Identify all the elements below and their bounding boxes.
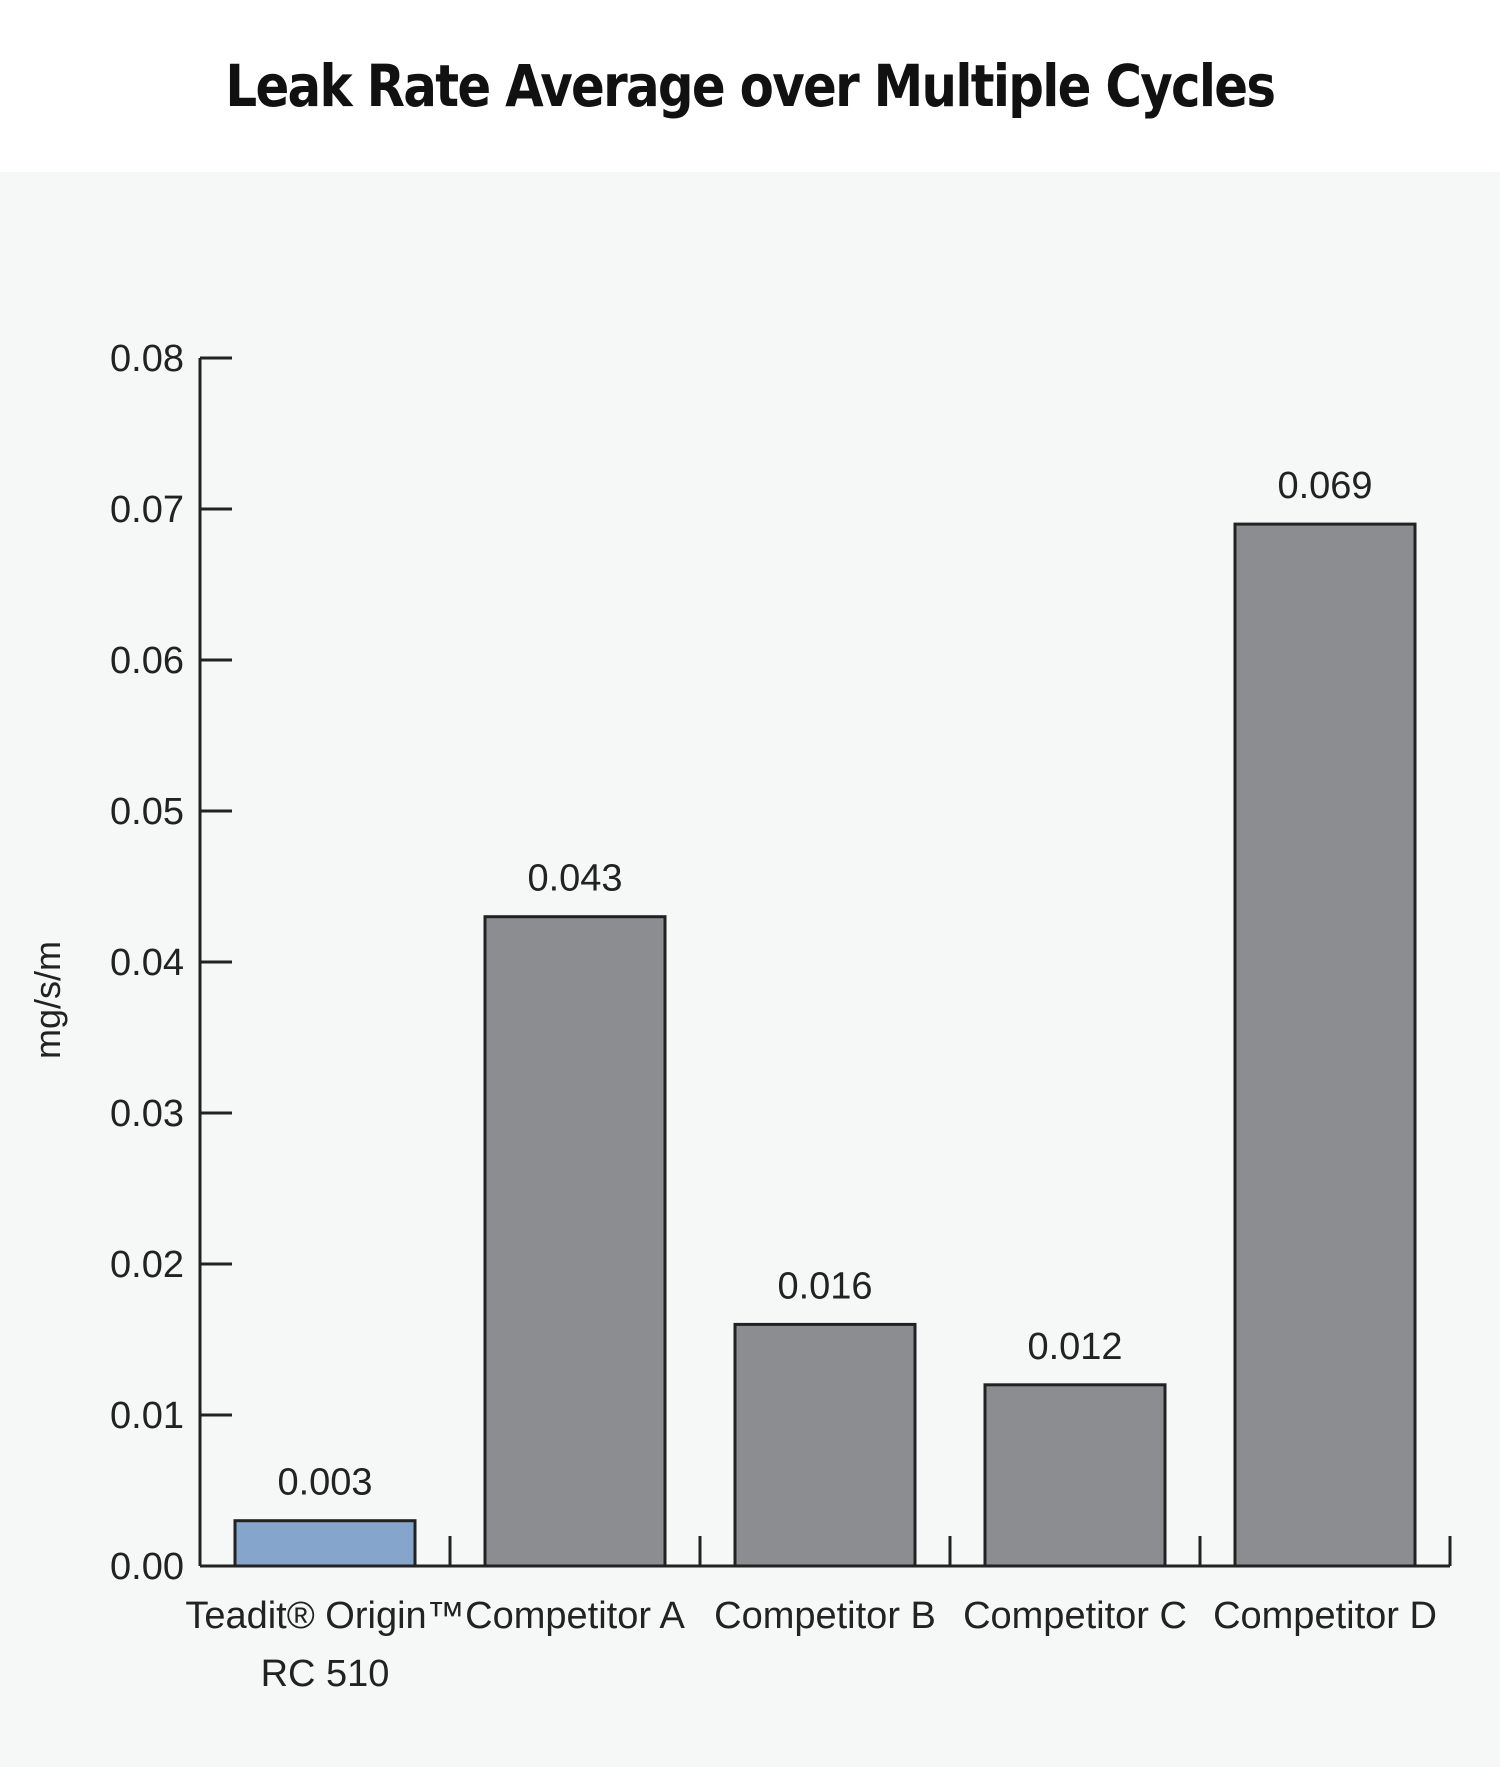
bar-value-label: 0.012: [1027, 1326, 1122, 1368]
y-tick-label: 0.02: [110, 1244, 184, 1286]
x-category-label: RC 510: [261, 1653, 390, 1695]
x-category-label: Teadit® Origin™: [185, 1595, 464, 1637]
x-category-label: Competitor A: [465, 1595, 685, 1637]
bar: [983, 1383, 1167, 1568]
bar: [1233, 522, 1417, 1568]
bar-value-label: 0.016: [777, 1265, 872, 1307]
bar: [733, 1322, 917, 1568]
title-band: Leak Rate Average over Multiple Cycles: [0, 0, 1500, 172]
y-tick-label: 0.04: [110, 942, 184, 984]
bar-value-label: 0.003: [277, 1462, 372, 1504]
y-tick-label: 0.03: [110, 1093, 184, 1135]
y-tick-label: 0.00: [110, 1546, 184, 1588]
bar: [233, 1519, 417, 1568]
y-tick-label: 0.06: [110, 640, 184, 682]
x-category-label: Competitor D: [1213, 1595, 1437, 1637]
y-tick-label: 0.05: [110, 791, 184, 833]
bar: [483, 915, 667, 1568]
y-tick-label: 0.07: [110, 489, 184, 531]
y-tick-label: 0.08: [110, 338, 184, 380]
bar-value-label: 0.043: [527, 858, 622, 900]
y-axis-label: mg/s/m: [27, 941, 68, 1059]
y-tick-label: 0.01: [110, 1395, 184, 1437]
bar-value-label: 0.069: [1277, 465, 1372, 507]
x-category-label: Competitor B: [714, 1595, 936, 1637]
chart-title: Leak Rate Average over Multiple Cycles: [225, 52, 1277, 120]
x-category-label: Competitor C: [963, 1595, 1187, 1637]
